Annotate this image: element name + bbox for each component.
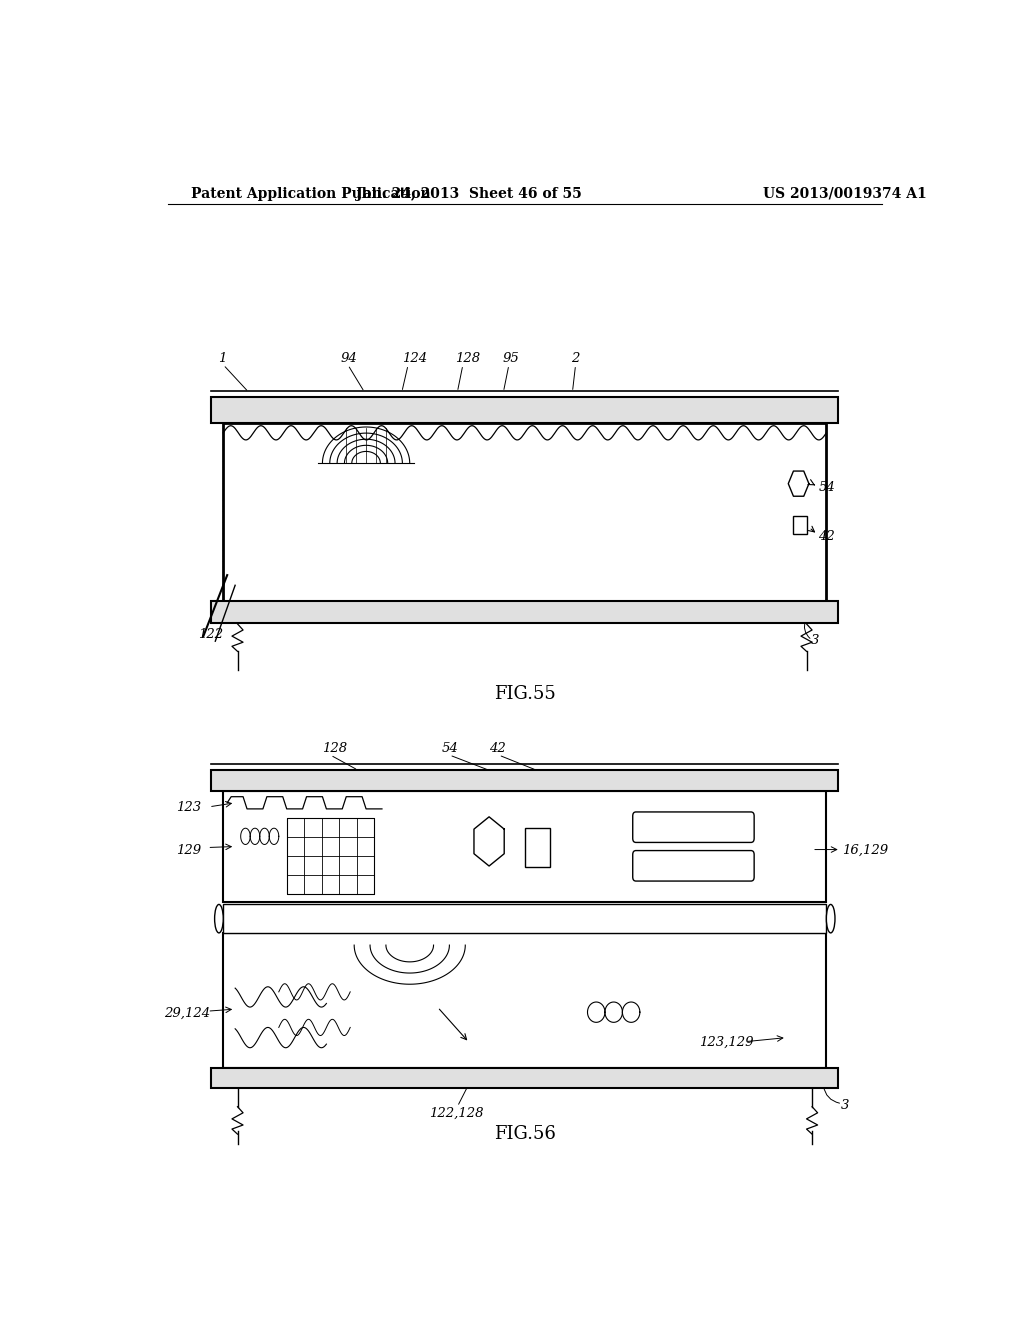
Bar (211, 601, 839, 623)
Text: 42: 42 (818, 529, 836, 543)
Text: Jan. 24, 2013  Sheet 46 of 55: Jan. 24, 2013 Sheet 46 of 55 (356, 187, 582, 201)
Bar (223, 933, 826, 1068)
Bar (211, 771, 839, 791)
Text: FIG.56: FIG.56 (494, 1125, 556, 1143)
Bar (211, 397, 839, 422)
Text: 16,129: 16,129 (842, 843, 889, 857)
Bar (211, 1068, 839, 1089)
Ellipse shape (826, 904, 835, 933)
FancyBboxPatch shape (633, 850, 754, 880)
Text: 3: 3 (811, 634, 819, 647)
Text: 122: 122 (198, 628, 223, 642)
Bar (524, 828, 550, 867)
Text: Patent Application Publication: Patent Application Publication (191, 187, 431, 201)
Bar (223, 791, 826, 903)
Bar (793, 516, 807, 535)
Bar (223, 904, 826, 933)
Text: 128: 128 (455, 351, 480, 364)
Bar (287, 818, 374, 894)
Text: 122,128: 122,128 (430, 1107, 484, 1119)
Text: 128: 128 (323, 742, 347, 755)
FancyBboxPatch shape (633, 812, 754, 842)
Bar (223, 422, 826, 601)
Text: US 2013/0019374 A1: US 2013/0019374 A1 (763, 187, 927, 201)
Text: 29,124: 29,124 (164, 1007, 210, 1020)
Text: 129: 129 (176, 843, 201, 857)
Text: FIG.55: FIG.55 (494, 685, 556, 704)
Text: 95: 95 (503, 351, 519, 364)
Text: 123: 123 (176, 801, 201, 814)
Text: 124: 124 (401, 351, 427, 364)
Text: 2: 2 (570, 351, 580, 364)
Text: 94: 94 (341, 351, 357, 364)
Text: 3: 3 (841, 1098, 849, 1111)
Ellipse shape (215, 904, 223, 933)
Text: 123: 123 (778, 614, 804, 627)
Text: 123,129: 123,129 (699, 1036, 754, 1048)
Text: 54: 54 (441, 742, 458, 755)
Text: 42: 42 (489, 742, 506, 755)
Text: 54: 54 (818, 480, 836, 494)
Text: 1: 1 (218, 351, 226, 364)
